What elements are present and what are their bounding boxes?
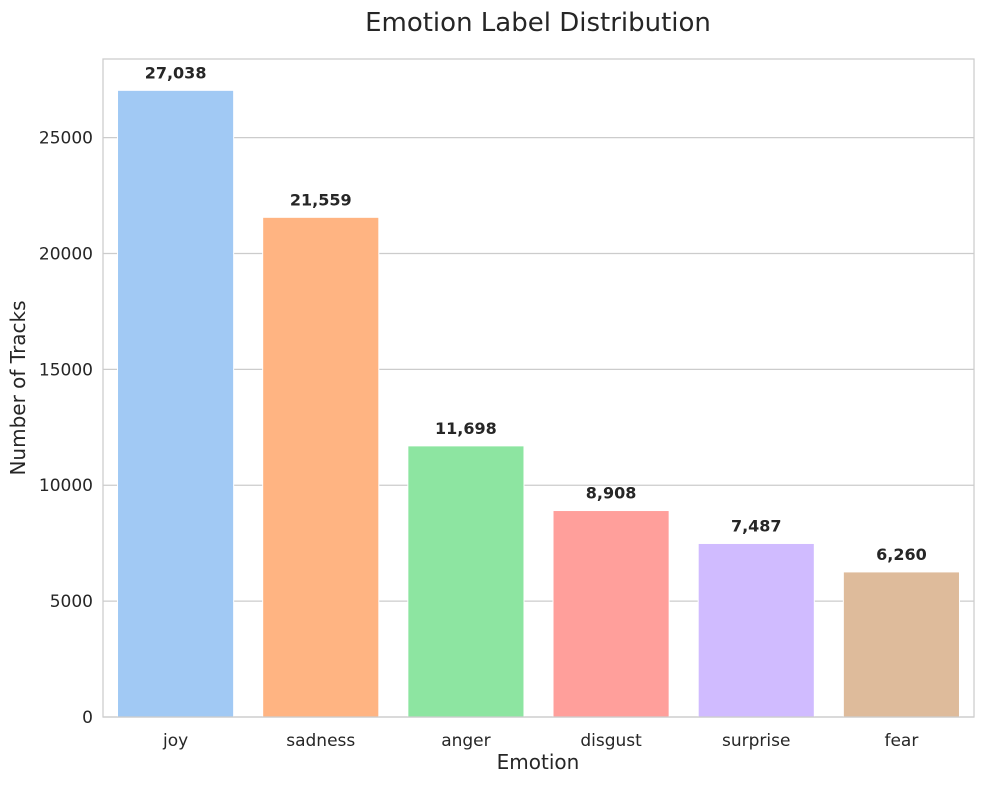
y-tick-label: 0 <box>82 708 93 728</box>
bar-value-labels: 27,038 21,559 11,698 8,908 7,487 6,260 <box>145 63 927 564</box>
y-tick-label: 10000 <box>39 476 93 496</box>
chart-title: Emotion Label Distribution <box>365 8 711 38</box>
bar-value-label: 27,038 <box>145 63 207 82</box>
bar-anger <box>407 445 525 718</box>
bar-value-label: 6,260 <box>876 545 927 564</box>
bar-sadness <box>262 216 380 718</box>
y-tick-label: 5000 <box>50 592 93 612</box>
x-axis-label: Emotion <box>497 750 580 774</box>
bar-value-label: 11,698 <box>435 419 497 438</box>
bar-value-label: 21,559 <box>290 190 352 209</box>
x-tick-label: fear <box>884 731 918 751</box>
bar-disgust <box>552 510 670 718</box>
y-axis-label: Number of Tracks <box>6 300 30 475</box>
x-tick-label: sadness <box>286 731 355 751</box>
bar-value-label: 8,908 <box>586 484 637 503</box>
y-tick-labels: 0 5000 10000 15000 20000 25000 <box>39 129 93 728</box>
y-tick-label: 15000 <box>39 360 93 380</box>
x-tick-label: anger <box>441 731 490 751</box>
y-tick-label: 25000 <box>39 129 93 149</box>
bars <box>117 89 960 718</box>
x-tick-label: surprise <box>722 731 790 751</box>
x-tick-labels: joy sadness anger disgust surprise fear <box>162 731 918 751</box>
bar-surprise <box>697 542 815 718</box>
x-tick-label: disgust <box>580 731 642 751</box>
y-tick-label: 20000 <box>39 244 93 264</box>
plot-frame <box>102 58 975 718</box>
bar-fear <box>842 571 960 718</box>
bar-joy <box>117 89 235 718</box>
bar-value-label: 7,487 <box>731 516 782 535</box>
x-tick-label: joy <box>162 731 188 751</box>
